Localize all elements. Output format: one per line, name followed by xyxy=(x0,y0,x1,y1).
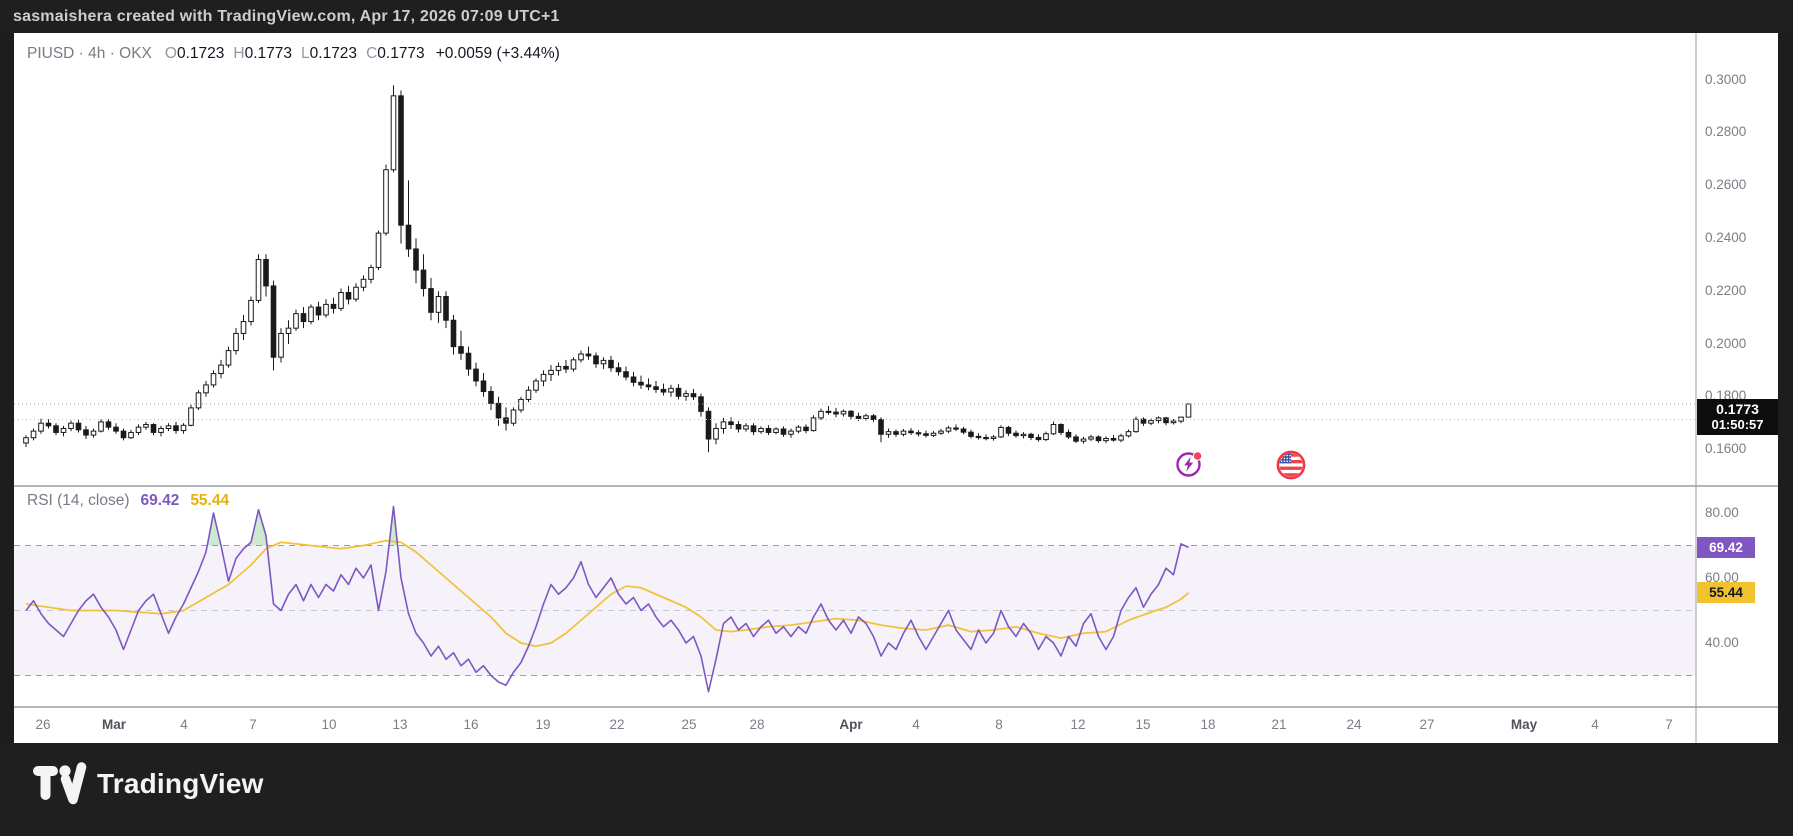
time-axis-label: 27 xyxy=(1419,717,1435,732)
time-axis-label: 16 xyxy=(463,717,479,732)
time-axis-label: 4 xyxy=(180,717,188,732)
header-bar: sasmaishera created with TradingView.com… xyxy=(0,0,1793,33)
footer-bar: TradingView xyxy=(0,743,1793,836)
time-axis-label: 4 xyxy=(912,717,920,732)
ohlc-close: C0.1773 xyxy=(366,45,425,62)
axis-label: 0.2800 xyxy=(1705,124,1747,140)
rsi-ma-axis-badge: 55.44 xyxy=(1697,582,1755,603)
attribution-text: sasmaishera created with TradingView.com… xyxy=(13,8,560,25)
axis-label: 0.2400 xyxy=(1705,229,1747,245)
last-price-label: 0.1773 01:50:57 xyxy=(1697,399,1778,435)
axis-label: 0.2000 xyxy=(1705,335,1747,351)
axis-label: 0.2600 xyxy=(1705,177,1747,193)
time-axis-label: Apr xyxy=(839,717,863,732)
time-axis-label: 12 xyxy=(1070,717,1086,732)
axis-label: 0.2200 xyxy=(1705,282,1747,298)
ohlc-low: L0.1723 xyxy=(301,45,358,62)
tradingview-logo-text: TradingView xyxy=(97,768,264,799)
rsi-legend: RSI (14, close) 69.42 55.44 xyxy=(27,492,229,510)
symbol-legend: PIUSD · 4h · OKX O0.1723 H0.1773 L0.1723… xyxy=(27,45,560,63)
time-axis-label: 24 xyxy=(1346,717,1362,732)
time-axis-label: 26 xyxy=(35,717,51,732)
rsi-axis-badge: 69.42 xyxy=(1697,537,1755,558)
axis-label: 40.00 xyxy=(1705,634,1739,650)
ohlc-high: H0.1773 xyxy=(233,45,293,62)
time-axis-label: 13 xyxy=(392,717,408,732)
time-axis-label: 10 xyxy=(321,717,337,732)
time-axis-label: Mar xyxy=(101,717,127,732)
tradingview-logo[interactable]: TradingView xyxy=(33,762,264,806)
last-price-value: 0.1773 xyxy=(1716,401,1759,417)
time-axis-label: 25 xyxy=(681,717,697,732)
time-axis-label: 15 xyxy=(1135,717,1151,732)
time-axis-label: 19 xyxy=(535,717,551,732)
time-axis-label: 28 xyxy=(749,717,765,732)
axis-label: 0.1600 xyxy=(1705,441,1747,457)
tradingview-logo-icon xyxy=(33,762,87,805)
change-value: +0.0059 (+3.44%) xyxy=(435,45,560,62)
lightning-event-icon[interactable] xyxy=(1174,449,1204,479)
time-axis-label: 22 xyxy=(609,717,625,732)
us-flag-event-icon[interactable] xyxy=(1275,449,1307,481)
chart-canvas[interactable] xyxy=(14,33,1778,743)
time-axis-label: 18 xyxy=(1200,717,1216,732)
rsi-title[interactable]: RSI (14, close) xyxy=(27,492,130,509)
time-axis-label: 21 xyxy=(1271,717,1287,732)
chart-widget: 0.3000 0.2800 0.2600 0.2400 0.2200 0.2000 0.18… xyxy=(14,33,1778,743)
axis-label: 0.3000 xyxy=(1705,71,1747,87)
axis-labels-layer: 0.3000 0.2800 0.2600 0.2400 0.2200 0.2000 0.18… xyxy=(14,33,1778,743)
bar-countdown: 01:50:57 xyxy=(1711,417,1764,432)
time-axis-label: 7 xyxy=(249,717,257,732)
ohlc-open: O0.1723 xyxy=(164,45,225,62)
rsi-value: 69.42 xyxy=(140,492,180,509)
time-axis-label: 7 xyxy=(1665,717,1673,732)
time-axis-label: 8 xyxy=(995,717,1003,732)
time-axis-label: 4 xyxy=(1591,717,1599,732)
axis-label: 60.00 xyxy=(1705,569,1739,585)
symbol-title[interactable]: PIUSD · 4h · OKX xyxy=(27,45,152,62)
axis-label: 80.00 xyxy=(1705,504,1739,520)
rsi-ma-value: 55.44 xyxy=(190,492,230,509)
time-axis-label: May xyxy=(1510,717,1538,732)
